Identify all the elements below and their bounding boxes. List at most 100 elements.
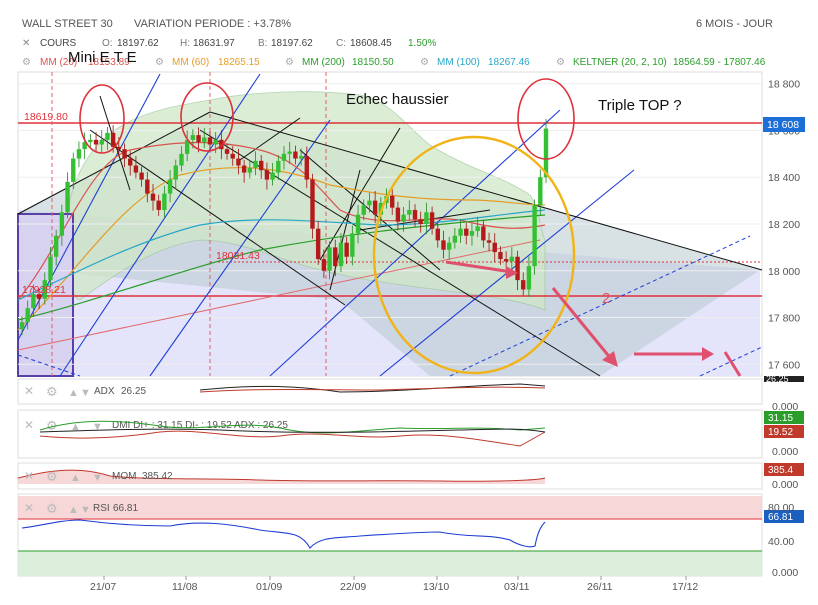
mm100-label: MM (100): [437, 57, 480, 68]
candle-body: [145, 179, 150, 194]
candle-body: [452, 235, 458, 243]
y-tick-label: 18 200: [768, 219, 800, 231]
candle-body: [88, 139, 93, 143]
candle-body: [36, 294, 42, 299]
top-circle-2: [180, 82, 234, 152]
dmi-plus-line: [39, 420, 546, 434]
gear-icon[interactable]: ⚙: [46, 469, 58, 484]
candle-body: [486, 240, 492, 243]
candle-body: [59, 212, 65, 236]
svg-text:0.000: 0.000: [772, 567, 798, 579]
rsi-line: [21, 519, 546, 549]
candle-body: [173, 165, 178, 180]
keltner-value: 18564.59 - 17807.46: [673, 57, 766, 68]
gear-icon[interactable]: ⚙: [155, 57, 164, 68]
candle-body: [310, 179, 315, 229]
candle-body: [401, 214, 406, 222]
dmi-minus-badge: 19.52: [768, 427, 793, 438]
y-tick-label: 18 000: [768, 266, 800, 278]
candle-body: [543, 128, 549, 178]
mm100-line: [17, 209, 546, 301]
candle-body: [202, 137, 207, 143]
candle-body: [19, 322, 25, 330]
up-arrow-icon[interactable]: ▲: [68, 504, 79, 516]
candle-body: [93, 139, 99, 145]
c-label: C:: [336, 38, 346, 49]
gear-icon[interactable]: ⚙: [46, 418, 58, 433]
dmi-plus-badge: 31.15: [768, 413, 793, 424]
b-value: 18197.62: [271, 38, 313, 49]
x-axis: 21/07 11/08 01/09 22/09 13/10 03/11 26/11 17/12: [90, 576, 698, 593]
mom-label: MOM: [112, 471, 136, 482]
candlestick-series: [19, 119, 549, 336]
down-arrow-icon[interactable]: ▼: [92, 421, 103, 433]
top-circle-1: [79, 84, 125, 154]
candle-body: [230, 153, 235, 159]
candle-body: [196, 135, 201, 143]
triple-top-annotation: Triple TOP ?: [598, 97, 682, 114]
up-arrow-icon[interactable]: ▲: [68, 387, 79, 399]
level-top-label: 18619.80: [24, 111, 68, 123]
candle-body: [315, 228, 321, 260]
candle-body: [538, 177, 543, 206]
candle-body: [475, 226, 480, 232]
period-label[interactable]: 6 MOIS - JOUR: [696, 18, 773, 30]
candle-body: [31, 294, 36, 309]
down-arrow-icon[interactable]: ▼: [80, 387, 91, 399]
rsi-overbought-zone: [18, 496, 762, 519]
gear-icon[interactable]: ⚙: [46, 384, 58, 399]
mom-badge: 385.4: [768, 465, 793, 476]
candle-body: [350, 233, 355, 257]
close-icon[interactable]: ✕: [24, 469, 34, 483]
cross-icon[interactable]: ✕: [22, 38, 30, 49]
candle-body: [532, 205, 537, 267]
close-icon[interactable]: ✕: [24, 418, 34, 432]
down-arrow-icon[interactable]: ▼: [92, 472, 103, 484]
candle-body: [110, 132, 116, 147]
candle-body: [241, 165, 247, 173]
mm200-label: MM (200): [302, 57, 345, 68]
x-tick-label: 21/07: [90, 581, 116, 593]
candle-body: [372, 200, 378, 215]
up-arrow-icon[interactable]: ▲: [70, 421, 81, 433]
x-tick-label: 13/10: [423, 581, 449, 593]
candle-body: [116, 146, 122, 150]
level-low-label: 17928.21: [22, 284, 66, 296]
mm20-value: 18153.89: [88, 57, 130, 68]
candle-body: [344, 242, 349, 257]
candle-body: [99, 139, 104, 145]
down-arrow-icon[interactable]: ▼: [80, 504, 91, 516]
echec-annotation: Echec haussier: [346, 91, 449, 108]
candle-body: [190, 135, 196, 140]
gear-icon[interactable]: ⚙: [22, 57, 31, 68]
candle-body: [224, 149, 230, 154]
candle-body: [150, 193, 156, 201]
mom-line: [17, 469, 546, 482]
candle-body: [498, 252, 503, 260]
close-icon[interactable]: ✕: [24, 501, 34, 515]
y-tick-label: 18 400: [768, 172, 800, 184]
up-arrow-icon[interactable]: ▲: [70, 472, 81, 484]
candle-body: [162, 193, 167, 210]
x-tick-label: 11/08: [172, 581, 198, 593]
candle-body: [71, 158, 76, 182]
h-label: H:: [180, 38, 190, 49]
candle-body: [338, 242, 344, 267]
candle-body: [304, 156, 309, 180]
keltner-label: KELTNER (20, 2, 10): [573, 57, 667, 68]
gear-icon[interactable]: ⚙: [420, 57, 429, 68]
rsi-badge: 66.81: [768, 512, 793, 523]
variation-label: VARIATION PERIODE : +3.78%: [134, 18, 291, 30]
rsi-label: RSI: [93, 503, 110, 514]
gear-icon[interactable]: ⚙: [556, 57, 565, 68]
candle-body: [327, 247, 332, 271]
svg-text:0.000: 0.000: [772, 401, 798, 413]
gear-icon[interactable]: ⚙: [285, 57, 294, 68]
indicator-row: ⚙ MM (20) 18153.89 ⚙ MM (60) 18265.15 ⚙ …: [22, 57, 766, 68]
close-icon[interactable]: ✕: [24, 384, 34, 398]
top-circle-3: [517, 78, 575, 160]
gear-icon[interactable]: ⚙: [46, 501, 58, 516]
cours-label: COURS: [40, 38, 76, 49]
long-trend-line: [17, 239, 541, 351]
level-mid-label: 18031.43: [216, 250, 260, 262]
